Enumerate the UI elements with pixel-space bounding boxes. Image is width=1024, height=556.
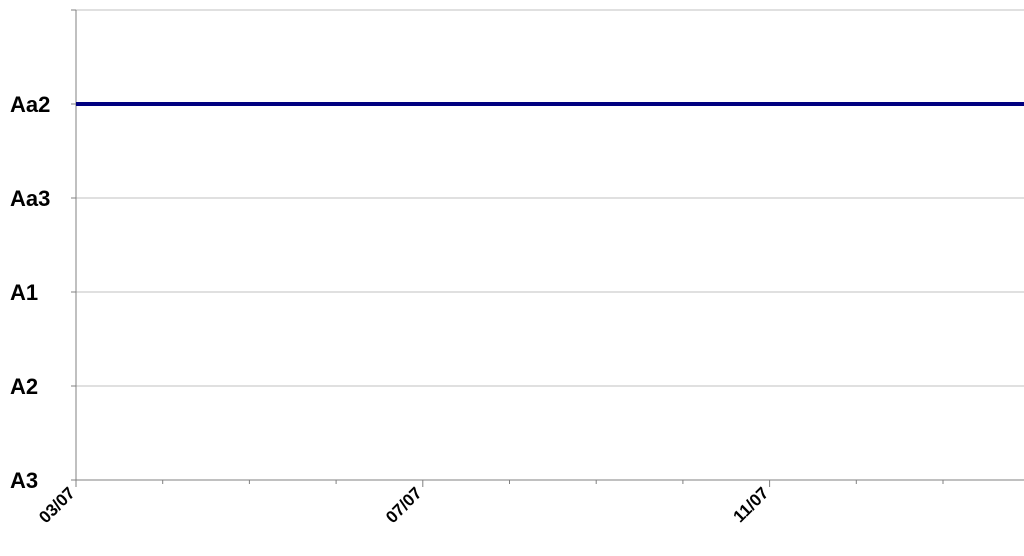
rating-series-line <box>76 102 1024 106</box>
axes <box>71 9 1024 487</box>
series-group <box>76 102 1024 106</box>
x-tick-label: 03/07 <box>35 483 79 527</box>
gridlines <box>76 9 1024 387</box>
x-tick-label: 07/07 <box>382 483 426 527</box>
y-tick-label: Aa3 <box>10 186 50 211</box>
y-tick-label: A3 <box>10 468 38 493</box>
y-tick-label: Aa2 <box>10 92 50 117</box>
y-tick-label: A1 <box>10 280 38 305</box>
x-tick-label: 11/07 <box>730 483 773 526</box>
y-tick-label: A2 <box>10 374 38 399</box>
y-tick-labels: A3 A2 A1 Aa3 Aa2 <box>10 92 50 493</box>
